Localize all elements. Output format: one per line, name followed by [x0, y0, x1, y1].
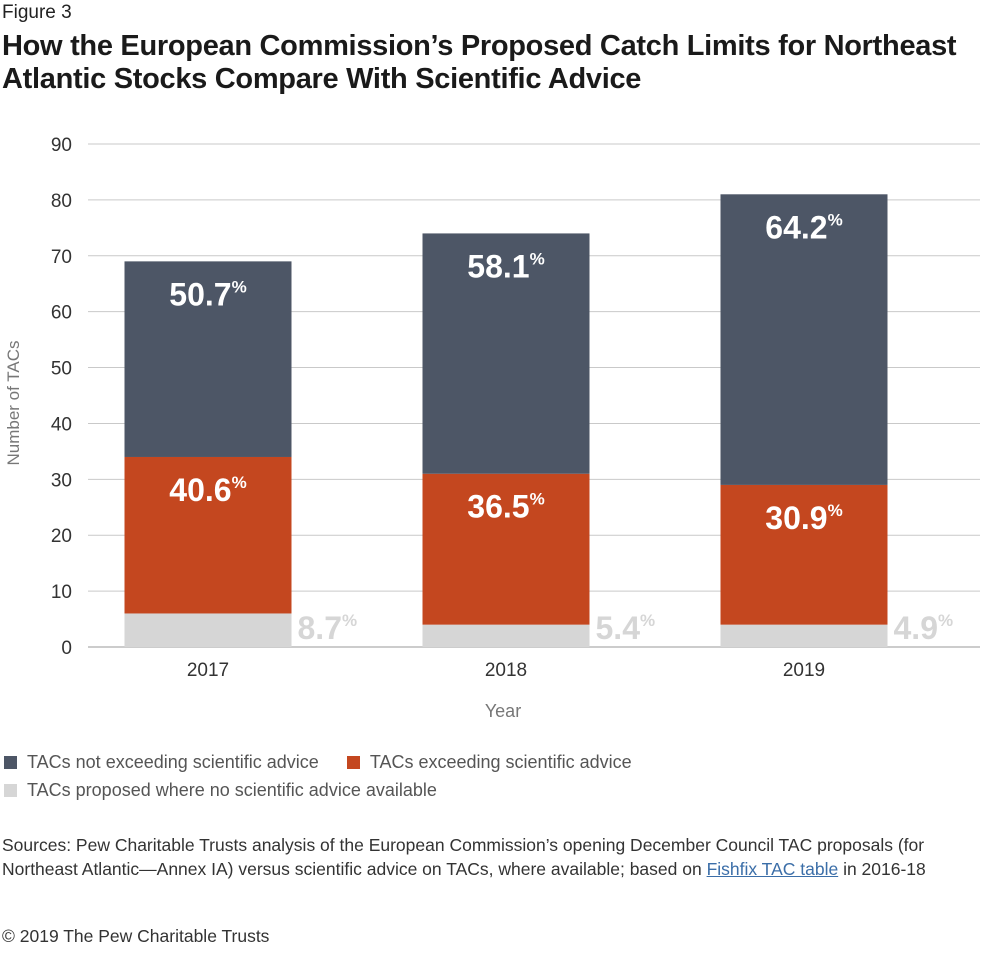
x-axis-label: Year — [485, 701, 521, 721]
bar-segment — [422, 233, 590, 474]
bar-segment — [720, 624, 888, 647]
figure-label: Figure 3 — [2, 2, 72, 23]
legend-row-2: TACs proposed where no scientific advice… — [4, 780, 465, 801]
x-tick-label: 2019 — [783, 660, 825, 681]
legend-swatch — [4, 784, 17, 797]
legend-label: TACs proposed where no scientific advice… — [27, 780, 437, 800]
bars: 8.7%40.6%50.7%5.4%36.5%58.1%4.9%30.9%64.… — [124, 194, 954, 647]
legend-item-not-exceeding: TACs not exceeding scientific advice — [4, 752, 319, 773]
bar-segment — [720, 484, 888, 625]
x-axis-ticks: 2017 2018 2019 — [187, 660, 825, 681]
copyright: © 2019 The Pew Charitable Trusts — [2, 926, 270, 946]
bar-segment — [422, 624, 590, 647]
sources-tail: in 2016-18 — [838, 859, 926, 879]
x-tick-label: 2017 — [187, 660, 229, 681]
y-tick-label: 70 — [51, 247, 72, 268]
legend-label: TACs exceeding scientific advice — [369, 752, 632, 772]
data-label: 5.4% — [596, 610, 656, 646]
bar-segment — [124, 613, 292, 647]
legend-label: TACs not exceeding scientific advice — [27, 752, 319, 772]
y-tick-label: 0 — [61, 638, 72, 659]
legend-row-1: TACs not exceeding scientific advice TAC… — [4, 752, 660, 773]
y-tick-label: 50 — [51, 359, 72, 380]
y-axis-label: Number of TACs — [4, 340, 23, 465]
bar-segment — [422, 473, 590, 625]
y-tick-label: 90 — [51, 135, 72, 156]
y-tick-label: 40 — [51, 414, 72, 435]
y-tick-label: 30 — [51, 470, 72, 491]
data-label: 8.7% — [298, 610, 358, 646]
stacked-bar-chart: 0 10 20 30 40 50 60 70 80 90 8.7%40.6%50.7%5.4%36… — [4, 135, 980, 721]
chart-title: How the European Commission’s Proposed C… — [2, 30, 957, 95]
y-tick-label: 20 — [51, 526, 72, 547]
bar-segment — [124, 456, 292, 614]
legend-swatch — [346, 756, 360, 769]
sources-note: Sources: Pew Charitable Trusts analysis … — [2, 833, 990, 881]
y-tick-label: 80 — [51, 191, 72, 212]
y-tick-label: 10 — [51, 582, 72, 603]
legend-item-no-advice: TACs proposed where no scientific advice… — [4, 780, 437, 801]
data-label: 4.9% — [894, 610, 954, 646]
x-tick-label: 2018 — [485, 660, 527, 681]
y-axis-ticks: 0 10 20 30 40 50 60 70 80 90 — [51, 135, 72, 659]
sources-text: Sources: Pew Charitable Trusts analysis … — [2, 835, 925, 879]
legend-swatch — [4, 756, 17, 769]
bar-segment — [124, 261, 292, 457]
y-tick-label: 60 — [51, 303, 72, 324]
bar-segment — [720, 194, 888, 485]
fishfix-link[interactable]: Fishfix TAC table — [706, 859, 839, 879]
legend-item-exceeding: TACs exceeding scientific advice — [346, 752, 632, 773]
